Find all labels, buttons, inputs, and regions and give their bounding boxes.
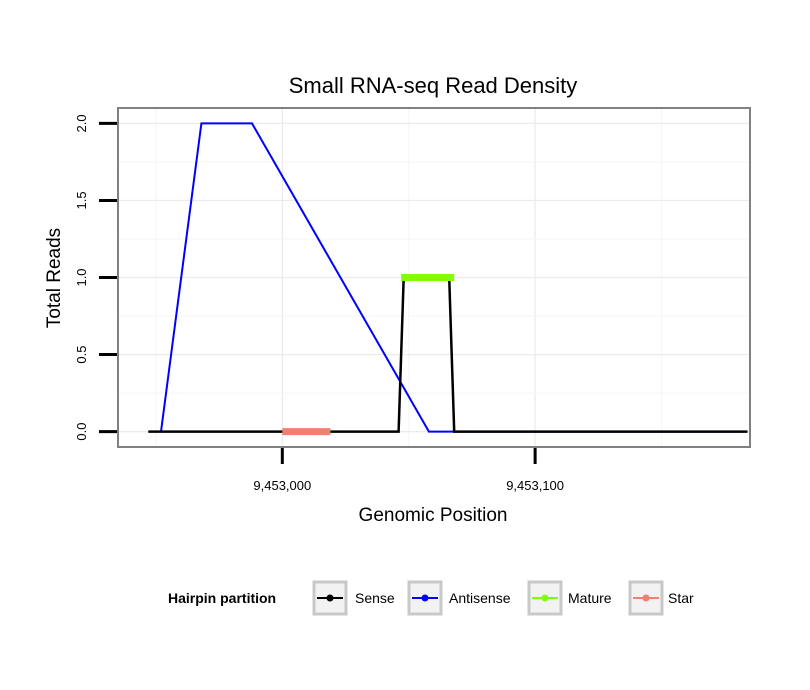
chart-title: Small RNA-seq Read Density: [289, 73, 578, 98]
y-tick-label: 0.5: [74, 346, 89, 364]
legend-key-point: [421, 594, 429, 602]
x-tick-label: 9,453,100: [506, 478, 564, 493]
y-tick-label: 0.0: [74, 423, 89, 441]
y-tick-label: 1.0: [74, 268, 89, 286]
y-tick-label: 1.5: [74, 191, 89, 209]
legend-key-point: [541, 594, 549, 602]
legend-key-point: [326, 594, 334, 602]
legend-label: Star: [668, 590, 694, 606]
legend-item-mature: Mature: [527, 580, 612, 616]
x-tick-label: 9,453,000: [253, 478, 311, 493]
series-layer: [148, 122, 748, 436]
legend-item-antisense: Antisense: [407, 580, 511, 616]
legend-label: Antisense: [449, 590, 511, 606]
legend-label: Mature: [568, 590, 612, 606]
legend-key-point: [642, 594, 650, 602]
axes: 0.0 0.5 1.0 1.5 2.0 9,453,000 9,453,100: [74, 114, 564, 493]
y-axis-title: Total Reads: [44, 228, 65, 328]
x-axis-title: Genomic Position: [359, 505, 508, 526]
legend-item-sense: Sense: [312, 580, 395, 616]
legend-title: Hairpin partition: [168, 590, 276, 606]
legend-item-star: Star: [628, 580, 694, 616]
legend: Hairpin partition Sense Antisense Mature St…: [168, 580, 694, 616]
y-tick-label: 2.0: [74, 114, 89, 132]
legend-label: Sense: [355, 590, 395, 606]
